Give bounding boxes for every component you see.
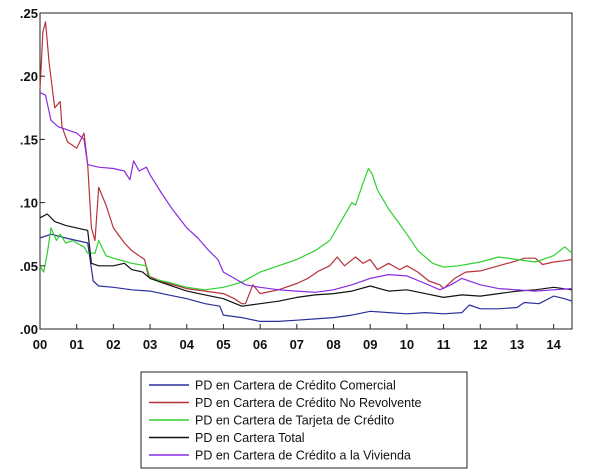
- x-tick-label-13: 13: [510, 337, 524, 352]
- legend-label-3: PD en Cartera Total: [195, 431, 305, 445]
- x-tick-label-6: 06: [253, 337, 267, 352]
- legend-box: [140, 371, 468, 469]
- x-tick-label-8: 08: [326, 337, 340, 352]
- y-axis: .00 .05 .10 .15 .20 .25: [20, 6, 45, 337]
- series-line-2: [39, 167, 573, 291]
- y-tick-label-2: .10: [20, 196, 38, 211]
- legend: PD en Cartera de Crédito Comercial PD en …: [149, 379, 422, 463]
- x-tick-label-0: 00: [33, 337, 47, 352]
- x-tick-label-4: 04: [180, 337, 195, 352]
- x-tick-label-5: 05: [216, 337, 230, 352]
- y-tick-label-3: .15: [20, 132, 38, 147]
- y-tick-label-0: .00: [20, 322, 38, 337]
- legend-label-0: PD en Cartera de Crédito Comercial: [195, 379, 396, 393]
- series-line-4: [39, 92, 573, 293]
- y-tick-label-4: .20: [20, 69, 38, 84]
- plot-frame: [39, 12, 573, 330]
- legend-label-2: PD en Cartera de Tarjeta de Crédito: [195, 414, 394, 428]
- x-tick-label-10: 10: [400, 337, 414, 352]
- x-tick-label-12: 12: [473, 337, 487, 352]
- x-tick-label-3: 03: [143, 337, 157, 352]
- series-line-0: [39, 233, 573, 322]
- x-tick-label-2: 02: [106, 337, 120, 352]
- x-tick-label-1: 01: [69, 337, 83, 352]
- series-line-3: [39, 213, 573, 307]
- legend-label-4: PD en Cartera de Crédito a la Vivienda: [195, 449, 411, 463]
- x-tick-label-14: 14: [546, 337, 561, 352]
- x-tick-label-11: 11: [437, 337, 451, 352]
- y-tick-label-1: .05: [20, 259, 38, 274]
- x-tick-label-9: 09: [363, 337, 377, 352]
- series-line-1: [39, 21, 573, 305]
- series-layer: [39, 21, 573, 322]
- y-tick-label-5: .25: [20, 6, 38, 21]
- x-tick-label-7: 07: [290, 337, 304, 352]
- x-axis: 00 01 02 03 04 05 06 07 08 09 10 11 12 13 14: [33, 324, 562, 352]
- legend-label-1: PD en Cartera de Crédito No Revolvente: [195, 396, 422, 410]
